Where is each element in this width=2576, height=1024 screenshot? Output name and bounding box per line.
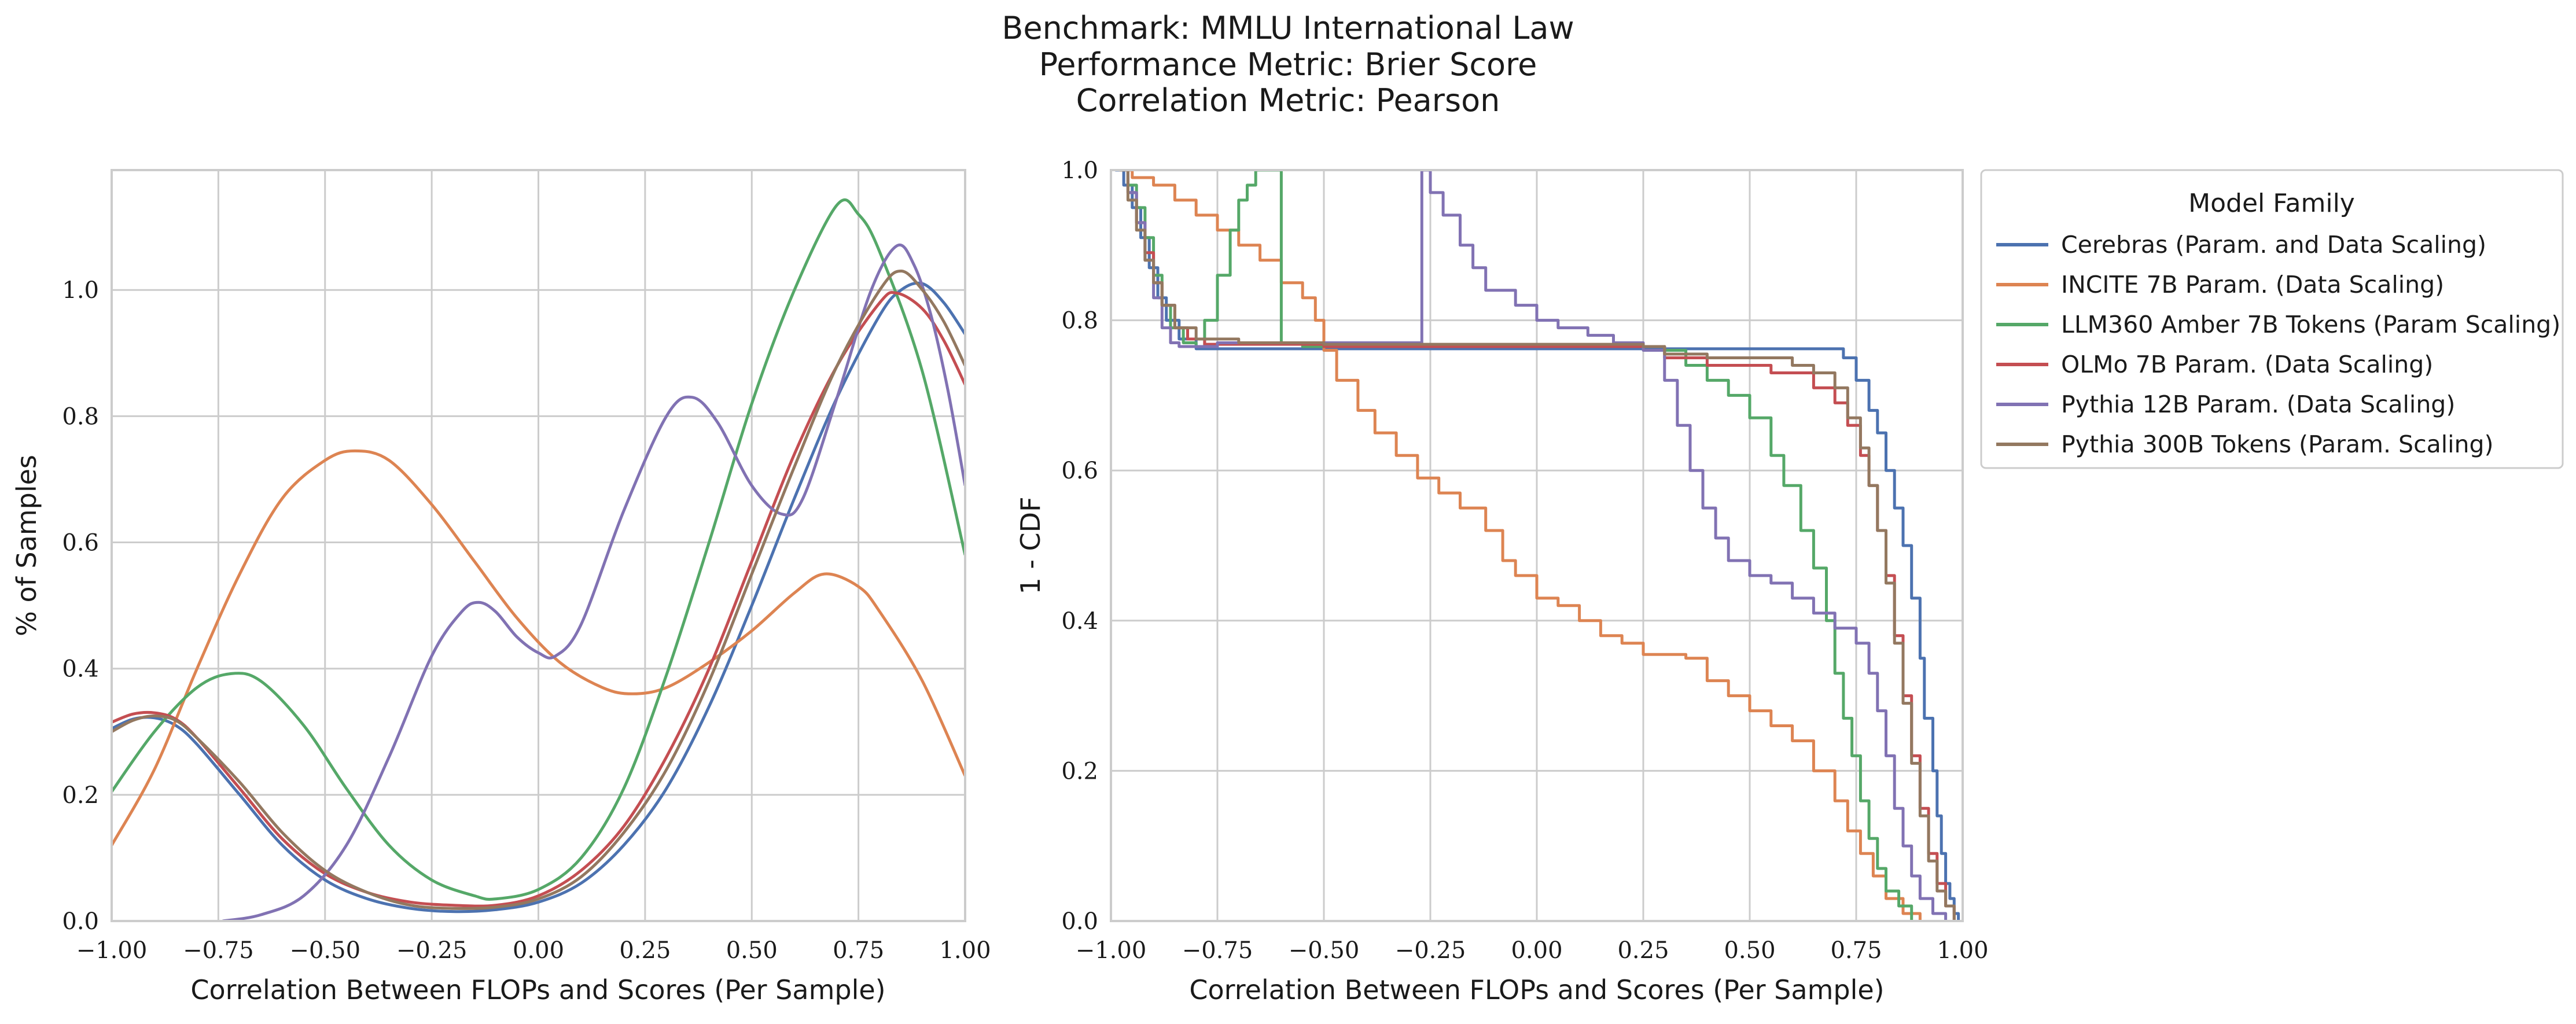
x-tick-label: 0.50	[726, 937, 778, 964]
title-line-1: Benchmark: MMLU International Law	[1002, 10, 1574, 46]
x-tick-label: 1.00	[939, 937, 991, 964]
x-tick-label: 1.00	[1937, 937, 1988, 964]
x-tick-label: −0.50	[1289, 937, 1360, 964]
x-tick-label: 0.25	[619, 937, 671, 964]
cdf-step-incite-7b-param-data-scaling	[1119, 170, 1922, 921]
legend-label: Pythia 300B Tokens (Param. Scaling)	[2061, 430, 2494, 458]
cdf-series-group	[1115, 170, 1960, 921]
x-tick-label: −0.75	[183, 937, 254, 964]
legend-label: INCITE 7B Param. (Data Scaling)	[2061, 271, 2444, 299]
y-tick-label: 0.0	[1061, 908, 1098, 935]
cdf-step-llm360-amber-7b-tokens-param-scaling	[1119, 170, 1913, 921]
cdf-y-axis-label: 1 - CDF	[1015, 496, 1046, 594]
legend-item: Cerebras (Param. and Data Scaling)	[1996, 231, 2486, 259]
x-tick-label: −0.25	[1395, 937, 1466, 964]
legend-item: Pythia 300B Tokens (Param. Scaling)	[1996, 430, 2494, 458]
x-tick-label: −0.25	[396, 937, 468, 964]
x-tick-label: −0.50	[289, 937, 360, 964]
kde-line-pythia-12b-param-data-scaling	[222, 243, 965, 921]
y-tick-label: 0.4	[1061, 608, 1098, 635]
x-tick-label: 0.00	[513, 937, 564, 964]
legend-label: LLM360 Amber 7B Tokens (Param Scaling)	[2061, 311, 2560, 338]
y-tick-label: 1.0	[62, 277, 99, 304]
kde-panel: −1.00 −0.75 −0.50 −0.25 0.00 0.25 0.50 0.75 1.00…	[11, 169, 991, 1005]
y-tick-label: 0.8	[1061, 308, 1098, 334]
kde-tick-labels: −1.00 −0.75 −0.50 −0.25 0.00 0.25 0.50 0.75 1.00…	[62, 277, 991, 964]
legend-item: Pythia 12B Param. (Data Scaling)	[1996, 391, 2455, 418]
y-tick-label: 0.6	[62, 530, 99, 557]
y-tick-label: 0.6	[1061, 458, 1098, 484]
kde-axes-frame	[111, 169, 966, 922]
kde-line-cerebras-param-and-data-scaling	[112, 281, 965, 914]
cdf-step-pythia-300b-tokens-param-scaling	[1119, 170, 1956, 921]
x-tick-label: 0.75	[1830, 937, 1882, 964]
title-line-2: Performance Metric: Brier Score	[1039, 46, 1537, 83]
legend-item: INCITE 7B Param. (Data Scaling)	[1996, 271, 2444, 299]
kde-line-incite-7b-param-data-scaling	[112, 449, 965, 846]
y-tick-label: 0.4	[62, 656, 99, 683]
legend-items: Cerebras (Param. and Data Scaling) INCITE…	[1996, 231, 2560, 458]
kde-gridlines	[111, 170, 966, 922]
legend-box	[1980, 169, 2564, 469]
figure-title: Benchmark: MMLU International Law Perfor…	[1002, 10, 1574, 119]
y-tick-label: 0.2	[1061, 758, 1098, 784]
legend-label: Pythia 12B Param. (Data Scaling)	[2061, 391, 2455, 418]
legend-label: Cerebras (Param. and Data Scaling)	[2061, 231, 2486, 259]
cdf-panel: −1.00 −0.75 −0.50 −0.25 0.00 0.25 0.50 0.75 1.00…	[1015, 157, 1989, 1005]
kde-series-group	[112, 198, 965, 921]
cdf-step-cerebras-param-and-data-scaling	[1115, 170, 1960, 921]
x-tick-label: 0.00	[1511, 937, 1562, 964]
legend: Model Family Cerebras (Param. and Data S…	[1980, 169, 2564, 469]
x-tick-label: −1.00	[76, 937, 148, 964]
y-tick-label: 0.8	[62, 403, 99, 430]
x-tick-label: −0.75	[1182, 937, 1253, 964]
legend-item: LLM360 Amber 7B Tokens (Param Scaling)	[1996, 311, 2560, 338]
kde-line-pythia-300b-tokens-param-scaling	[112, 270, 965, 910]
legend-label: OLMo 7B Param. (Data Scaling)	[2061, 351, 2433, 378]
kde-y-axis-label: % of Samples	[11, 455, 42, 636]
cdf-x-axis-label: Correlation Between FLOPs and Scores (Pe…	[1189, 974, 1884, 1005]
x-tick-label: 0.50	[1724, 937, 1775, 964]
legend-title: Model Family	[2188, 189, 2355, 218]
cdf-step-pythia-12b-param-data-scaling	[1119, 170, 1948, 921]
y-tick-label: 1.0	[1061, 157, 1098, 184]
legend-item: OLMo 7B Param. (Data Scaling)	[1996, 351, 2433, 378]
kde-x-axis-label: Correlation Between FLOPs and Scores (Pe…	[190, 974, 885, 1005]
kde-line-olmo-7b-param-data-scaling	[112, 291, 965, 908]
title-line-3: Correlation Metric: Pearson	[1076, 82, 1500, 119]
cdf-tick-labels: −1.00 −0.75 −0.50 −0.25 0.00 0.25 0.50 0.75 1.00…	[1061, 157, 1988, 964]
y-tick-label: 0.0	[62, 908, 99, 935]
cdf-axes-frame	[1110, 169, 1964, 922]
x-tick-label: 0.25	[1617, 937, 1669, 964]
x-tick-label: −1.00	[1076, 937, 1147, 964]
kde-line-llm360-amber-7b-tokens-param-scaling	[112, 198, 965, 901]
y-tick-label: 0.2	[62, 782, 99, 809]
cdf-gridlines	[1110, 169, 1964, 922]
x-tick-label: 0.75	[833, 937, 884, 964]
